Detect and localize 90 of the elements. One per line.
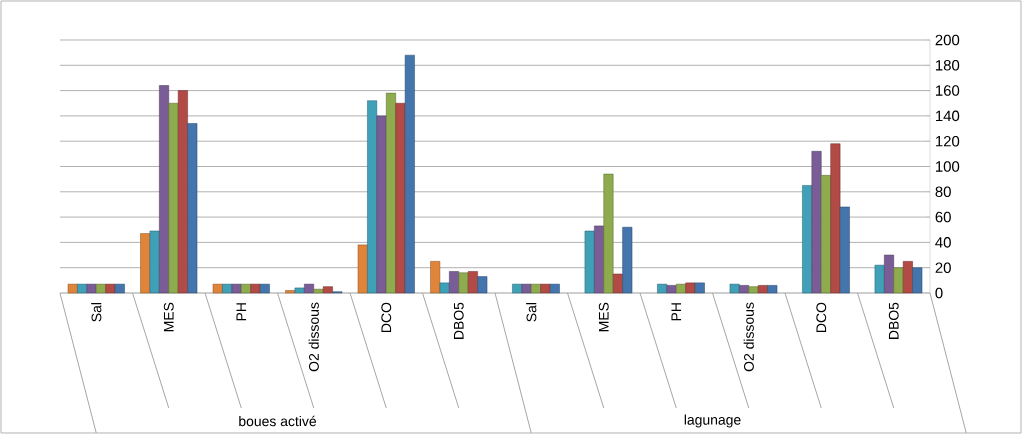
- bar: [367, 100, 378, 294]
- bar: [140, 233, 151, 294]
- bar: [540, 283, 551, 294]
- x-tick-label: PH: [236, 303, 247, 321]
- bar: [430, 261, 441, 294]
- bar: [821, 175, 831, 294]
- bar: [531, 283, 541, 294]
- bar: [86, 283, 97, 294]
- x-tick-label: PH: [671, 303, 682, 321]
- bar: [449, 271, 460, 294]
- bar: [739, 285, 750, 294]
- bar: [159, 85, 170, 294]
- bar: [357, 244, 368, 294]
- bar: [757, 285, 768, 294]
- text: boues activé: [239, 415, 317, 427]
- y-tick-label: 200: [935, 34, 960, 46]
- x-tick-label: O2 dissous: [743, 302, 754, 372]
- bar: [168, 102, 179, 294]
- y-tick-label: 120: [936, 135, 960, 147]
- bar: [395, 102, 406, 294]
- bar: [294, 287, 305, 294]
- bar: [884, 254, 895, 294]
- bar: [313, 288, 324, 294]
- bar: [458, 272, 469, 294]
- bar: [376, 115, 387, 294]
- x-tick-label: O2 dissous: [308, 302, 319, 372]
- bar: [893, 267, 904, 294]
- bar: [241, 283, 251, 294]
- bar: [322, 286, 333, 294]
- bar: [839, 206, 850, 294]
- bar: [694, 282, 705, 294]
- y-tick-label: 60: [935, 211, 951, 223]
- bar: [657, 283, 668, 294]
- bar: [912, 267, 923, 294]
- bar: [622, 226, 633, 294]
- x-tick-label: DBO5: [888, 302, 899, 339]
- text: lagunage: [684, 414, 741, 428]
- bar: [250, 283, 261, 294]
- bar: [676, 283, 686, 294]
- y-tick-label: 140: [936, 110, 960, 122]
- x-tick-label: Sal: [91, 303, 102, 322]
- bar: [222, 283, 233, 294]
- bar: [177, 90, 188, 294]
- bar: [874, 264, 885, 294]
- bar: [748, 286, 759, 294]
- bar: [467, 271, 478, 294]
- bar: [729, 283, 740, 294]
- bar: [802, 185, 813, 294]
- bar: [902, 261, 913, 294]
- y-tick-label: 100: [936, 161, 960, 172]
- y-tick-label: 20: [935, 262, 951, 273]
- bar: [811, 151, 822, 294]
- bar: [830, 143, 841, 294]
- bar: [404, 54, 415, 294]
- bar: [685, 282, 696, 294]
- bar: [666, 285, 677, 294]
- x-tick-label: Sal: [526, 303, 537, 322]
- bar: [149, 230, 160, 294]
- bar: [584, 230, 595, 294]
- x-tick-label: MES: [163, 302, 174, 332]
- bar: [259, 283, 270, 294]
- y-tick-label: 0: [935, 287, 943, 299]
- bar: [105, 283, 116, 294]
- bar: [439, 282, 450, 294]
- bar: [212, 283, 223, 294]
- bar: [114, 283, 125, 294]
- bar: [67, 283, 78, 294]
- y-tick-label: 180: [936, 60, 960, 71]
- bar: [77, 283, 88, 294]
- x-tick-label: DBO5: [453, 302, 464, 339]
- bar: [386, 92, 396, 294]
- y-tick-label: 40: [935, 237, 951, 248]
- bar: [767, 285, 778, 294]
- x-tick-label: DCO: [816, 302, 827, 332]
- x-tick-label: MES: [598, 302, 609, 332]
- y-tick-label: 160: [936, 85, 960, 96]
- bar: [612, 273, 623, 294]
- bar: [231, 283, 242, 294]
- bar: [304, 283, 315, 294]
- bar: [96, 283, 106, 294]
- bar: [477, 276, 488, 294]
- bar: [187, 123, 198, 294]
- bar: [512, 283, 523, 294]
- bar: [549, 283, 560, 294]
- bar: [603, 173, 614, 294]
- bar: [521, 283, 532, 294]
- bar: [594, 225, 605, 294]
- bar: [285, 290, 296, 294]
- x-tick-label: DCO: [381, 302, 392, 332]
- y-tick-label: 80: [935, 186, 951, 198]
